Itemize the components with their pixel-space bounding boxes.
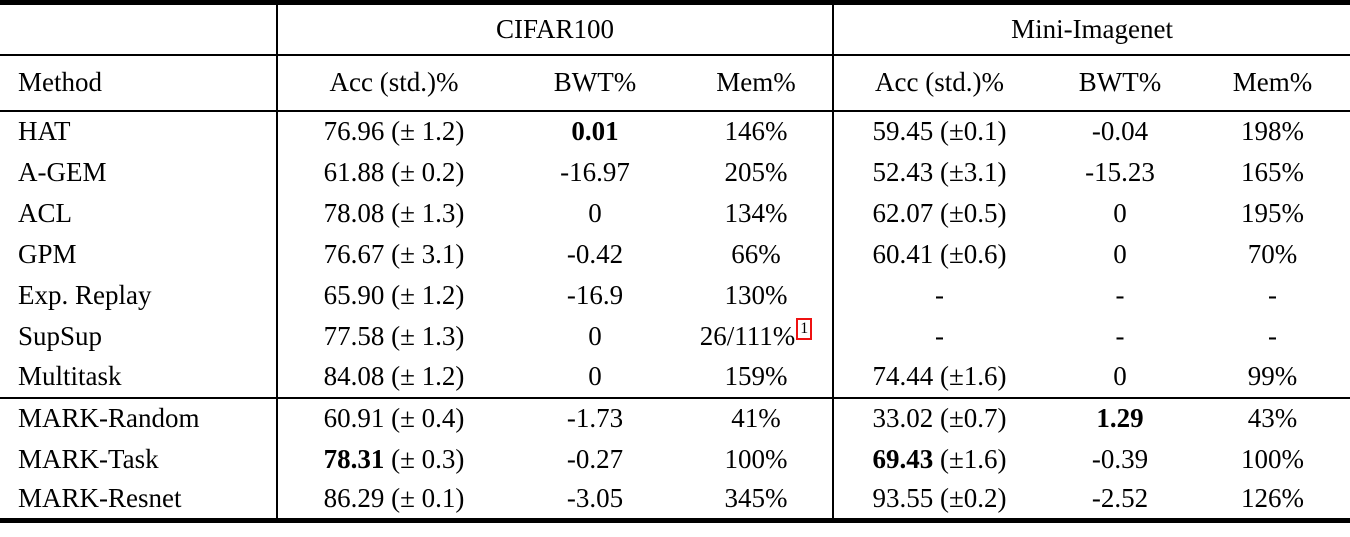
value-cell: 0 [1113,361,1127,391]
dataset-header-row: CIFAR100 Mini-Imagenet [0,2,1350,55]
column-header-mem-mini: Mem% [1232,67,1313,97]
table-row: SupSup 77.58 (± 1.3) 0 26/111% 1- - - [0,315,1350,357]
value-cell: 1.29 [1096,403,1144,433]
value-cell: 146% [724,116,788,146]
footnote-link[interactable]: 1 [796,317,813,340]
value-cell: - [1115,279,1125,310]
value-cell: -16.97 [560,156,630,187]
value-cell: 86.29 (± 0.1) [276,479,510,521]
table-row: A-GEM 61.88 (± 0.2) -16.97 205% 52.43 (±3.1)… [0,151,1350,193]
value-cell: 59.45 (±0.1) [832,110,1046,152]
value-cell: 61.88 (± 0.2) [276,151,510,193]
empty-header-cell [0,3,277,55]
results-table: CIFAR100 Mini-Imagenet Method Acc (std.)… [0,0,1350,523]
table-row: MARK-Task 78.31 (± 0.3) -0.27 100% 69.43 (±1… [0,438,1350,480]
value-cell: 62.07 (±0.5) [832,192,1046,234]
value-cell: 69.43 (±1.6) [832,438,1046,480]
value-cell: -0.39 [1091,443,1149,474]
value-cell: 78.08 (± 1.3) [276,192,510,234]
method-cell: ACL [18,197,72,228]
column-header-mem-cifar: Mem% [716,67,796,97]
value-cell: 126% [1241,483,1305,514]
column-header-method: Method [18,67,102,97]
column-header-acc-mini: Acc (std.)% [832,54,1046,111]
column-header-bwt-cifar: BWT% [553,67,637,97]
value-cell: 60.91 (± 0.4) [276,397,510,439]
method-cell: GPM [18,238,77,269]
value-cell: 130% [724,279,788,310]
value-cell: - [1268,279,1278,310]
value-cell: 0 [588,361,602,391]
value-cell: 77.58 (± 1.3) [276,315,510,357]
value-cell: -15.23 [1085,156,1155,187]
value-cell: -3.05 [566,483,624,514]
value-cell: 99% [1247,361,1298,391]
value-cell: 0 [588,320,602,351]
value-cell: - [1268,320,1278,351]
table-row: GPM 76.67 (± 3.1) -0.42 66% 60.41 (±0.6) 0 70% [0,233,1350,275]
column-header-acc-cifar: Acc (std.)% [276,54,510,111]
dataset-header-mini-imagenet: Mini-Imagenet [832,2,1350,55]
value-cell: 0 [1113,197,1127,228]
value-cell: 41% [731,403,781,433]
value-cell: 33.02 (±0.7) [832,397,1046,439]
method-cell: SupSup [18,320,103,351]
method-cell: Exp. Replay [18,279,152,310]
value-cell: 100% [724,443,788,474]
table-body: HAT 76.96 (± 1.2) 0.01 146% 59.45 (±0.1) -0.0… [0,110,1350,521]
value-cell: 159% [724,361,788,391]
value-cell: 198% [1241,116,1305,146]
value-cell: 0.01 [571,116,619,146]
table-row: ACL 78.08 (± 1.3) 0 134% 62.07 (±0.5) 0 195% [0,192,1350,234]
value-cell: -16.9 [566,279,624,310]
value-cell: - [832,315,1046,357]
value-cell: 0 [588,197,602,228]
value-cell: 134% [724,197,788,228]
value-cell: 52.43 (±3.1) [832,151,1046,193]
value-cell: 26/111% 1 [680,316,833,357]
value-cell: - [1115,320,1125,351]
value-cell: 165% [1241,156,1305,187]
table-row: HAT 76.96 (± 1.2) 0.01 146% 59.45 (±0.1) -0.0… [0,110,1350,152]
method-cell: MARK-Random [18,403,200,433]
value-cell: -2.52 [1091,483,1149,514]
column-header-bwt-mini: BWT% [1078,67,1162,97]
value-cell: -0.42 [566,238,624,269]
value-cell: 345% [724,483,788,514]
value-cell: 205% [724,156,788,187]
value-cell: -0.27 [566,443,624,474]
value-cell: 84.08 (± 1.2) [276,356,510,398]
value-cell: 74.44 (±1.6) [832,356,1046,398]
table-row: Exp. Replay 65.90 (± 1.2) -16.9 130% - - - [0,274,1350,316]
value-cell: 76.67 (± 3.1) [276,233,510,275]
value-cell: 70% [1247,238,1298,269]
value-cell: 60.41 (±0.6) [832,233,1046,275]
value-cell: 195% [1241,197,1305,228]
value-cell: 65.90 (± 1.2) [276,274,510,316]
method-cell: HAT [18,116,71,146]
value-cell: -0.04 [1091,116,1149,146]
method-cell: A-GEM [18,156,107,187]
value-cell: 0 [1113,238,1127,269]
value-cell: -1.73 [566,403,624,433]
value-cell: 66% [731,238,781,269]
table-row: MARK-Random 60.91 (± 0.4) -1.73 41% 33.02 (±… [0,397,1350,439]
value-cell: - [832,274,1046,316]
method-cell: Multitask [18,361,122,391]
method-cell: MARK-Task [18,443,159,474]
column-header-row: Method Acc (std.)% BWT% Mem% Acc (std.)%… [0,54,1350,111]
value-cell: 43% [1247,403,1298,433]
value-cell: 76.96 (± 1.2) [276,110,510,152]
method-cell: MARK-Resnet [18,483,182,514]
table-row: Multitask 84.08 (± 1.2) 0 159% 74.44 (±1.6) 0… [0,356,1350,398]
value-cell: 78.31 (± 0.3) [276,438,510,480]
value-cell: 93.55 (±0.2) [832,479,1046,521]
value-cell: 100% [1241,443,1305,474]
dataset-header-cifar100: CIFAR100 [275,2,834,55]
table-row: MARK-Resnet 86.29 (± 0.1) -3.05 345% 93.55 (… [0,479,1350,521]
